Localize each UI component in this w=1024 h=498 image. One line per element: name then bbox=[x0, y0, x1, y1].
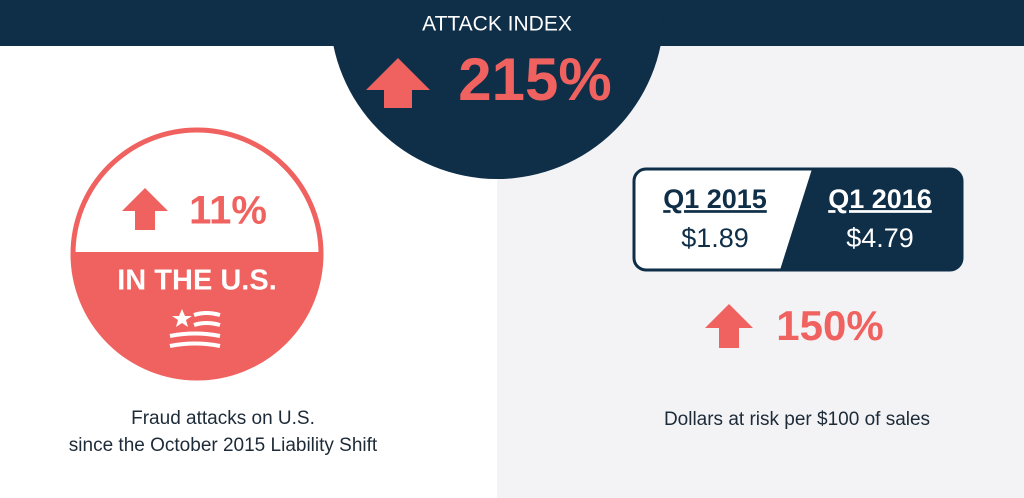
header-disc bbox=[330, 0, 664, 179]
right-change: 150% bbox=[776, 302, 883, 349]
circle-outline bbox=[70, 127, 324, 381]
period-label: Q1 2016 bbox=[828, 184, 932, 214]
period-value: $1.89 bbox=[681, 223, 749, 253]
period-value: $4.79 bbox=[846, 223, 914, 253]
right-caption: Dollars at risk per $100 of sales bbox=[664, 409, 930, 430]
compare-box-dark bbox=[780, 169, 962, 270]
left-caption: Fraud attacks on U.S. bbox=[131, 408, 315, 429]
header-value: 215% bbox=[458, 46, 611, 113]
left-label: IN THE U.S. bbox=[117, 265, 277, 297]
up-arrow bbox=[122, 188, 168, 230]
flag-icon bbox=[169, 311, 221, 348]
left-value: 11% bbox=[189, 189, 267, 233]
up-arrow bbox=[705, 304, 753, 348]
up-arrow bbox=[366, 58, 430, 108]
flag-star bbox=[172, 309, 192, 327]
left-caption: since the October 2015 Liability Shift bbox=[69, 435, 378, 456]
header-title: ATTACK INDEX bbox=[422, 13, 572, 36]
period-label: Q1 2015 bbox=[663, 184, 767, 214]
